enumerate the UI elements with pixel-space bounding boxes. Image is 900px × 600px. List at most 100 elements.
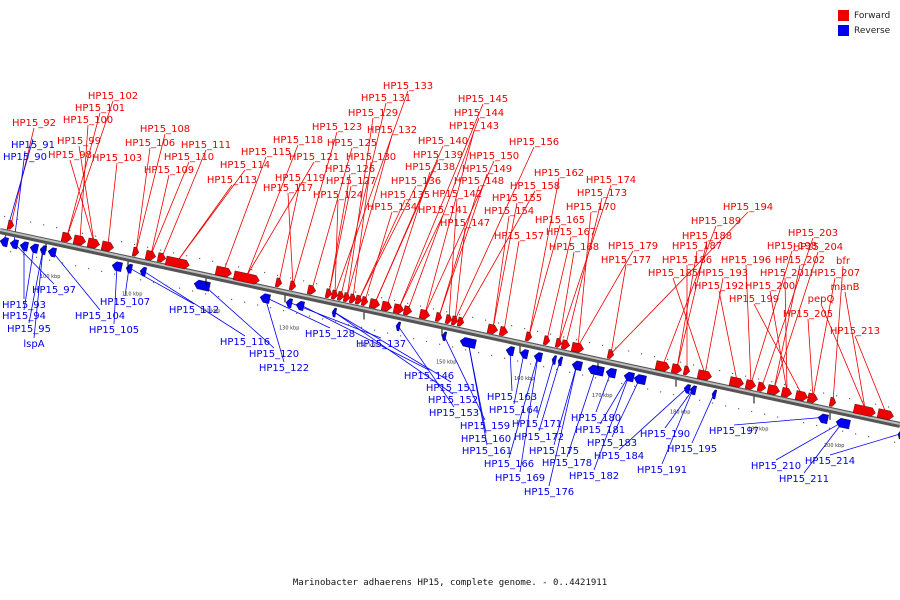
reverse-gene-25 [623, 371, 635, 383]
reverse-leader-26 [519, 355, 539, 473]
minor-dot-bottom [205, 293, 207, 295]
minor-dot-top [394, 299, 396, 302]
reverse-leader-22 [467, 340, 488, 446]
forward-gene-label-27: HP15_132 [367, 125, 417, 136]
reverse-gene-17 [505, 346, 515, 357]
legend-reverse: Reverse [838, 23, 890, 38]
reverse-gene-label-4: HP15_94 [2, 311, 46, 322]
forward-gene-30 [486, 323, 498, 335]
reverse-gene-label-12: HP15_120 [249, 349, 299, 360]
reverse-leader-39 [691, 393, 715, 444]
minor-dot-bottom [283, 310, 285, 312]
minor-dot-top [771, 381, 773, 383]
forward-gene-37 [606, 349, 615, 359]
forward-leader-36 [398, 103, 484, 309]
reverse-gene-label-26: HP15_169 [495, 473, 545, 484]
minor-dot-top [732, 372, 734, 374]
reverse-gene-30 [817, 413, 829, 425]
minor-dot-bottom [790, 419, 792, 421]
minor-dot-bottom [855, 433, 857, 435]
forward-gene-label-35: HP15_141 [418, 205, 468, 216]
forward-leader-69 [773, 251, 819, 389]
forward-gene-44 [756, 381, 767, 392]
forward-leader-14 [223, 156, 267, 271]
minor-dot-top [199, 257, 201, 260]
minor-dot-top [485, 319, 487, 321]
minor-dot-bottom [127, 276, 129, 278]
reverse-leader-1 [13, 150, 26, 244]
reverse-gene-label-1: HP15_90 [3, 152, 47, 163]
reverse-gene-label-16: HP15_146 [404, 371, 454, 382]
reverse-leader-4 [23, 247, 35, 311]
forward-gene-label-2: HP15_101 [75, 103, 125, 114]
forward-gene-label-24: HP15_133 [383, 81, 433, 92]
forward-leader-30 [358, 199, 406, 300]
forward-leader-24 [334, 90, 409, 295]
forward-gene-label-26: HP15_129 [348, 108, 398, 119]
forward-gene-8 [164, 255, 190, 270]
forward-leader-15 [246, 144, 299, 276]
minor-dot-bottom [309, 315, 311, 317]
reverse-leader-24 [513, 352, 525, 405]
forward-gene-label-4: HP15_99 [57, 136, 101, 147]
forward-leader-57 [610, 264, 627, 354]
tick-label-3: 130 kbp [279, 325, 299, 331]
reverse-gene-label-34: HP15_182 [569, 471, 619, 482]
forward-gene-label-56: HP15_179 [608, 241, 658, 252]
forward-leader-75 [807, 318, 814, 398]
reverse-leader-42 [803, 421, 844, 474]
minor-dot-bottom [75, 265, 77, 267]
reverse-gene-label-19: HP15_153 [429, 408, 479, 419]
forward-gene-5 [131, 246, 140, 257]
reverse-leader-31 [566, 368, 597, 458]
minor-dot-top [459, 313, 461, 316]
reverse-gene-label-36: HP15_184 [594, 451, 644, 462]
reverse-leader-11 [142, 270, 246, 337]
forward-gene-label-29: HP15_136 [391, 176, 441, 187]
minor-dot-top [706, 367, 708, 369]
minor-dot-bottom [504, 357, 506, 359]
minor-dot-top [147, 246, 149, 248]
forward-leader-3 [79, 124, 89, 240]
minor-dot-bottom [439, 343, 441, 345]
caption: Marinobacter adhaerens HP15, complete ge… [292, 578, 608, 588]
forward-gene-label-25: HP15_131 [361, 93, 411, 104]
legend-forward-label: Forward [854, 10, 891, 21]
forward-gene-label-5: HP15_98 [48, 150, 92, 161]
forward-gene-label-18: HP15_117 [263, 183, 313, 194]
minor-dot-top [784, 383, 786, 386]
forward-leader-23 [334, 199, 339, 295]
forward-gene-label-59: HP15_189 [691, 216, 741, 227]
minor-dot-bottom [348, 324, 350, 326]
ticks: 100 kbp 110 kbp 120 kbp 130 kbp 140 kbp 150 k… [4, 215, 896, 449]
forward-gene-label-66: HP15_196 [721, 255, 771, 266]
reverse-gene-2 [19, 241, 29, 252]
forward-gene-label-33: HP15_139 [413, 150, 463, 161]
reverse-gene-label-7: HP15_104 [75, 311, 125, 322]
minor-dot-bottom [556, 368, 558, 371]
minor-dot-bottom [413, 338, 415, 340]
forward-gene-label-54: HP15_173 [577, 188, 627, 199]
reverse-gene-19 [533, 352, 543, 363]
minor-dot-bottom [738, 408, 740, 410]
reverse-gene-label-27: HP15_171 [512, 419, 562, 430]
forward-gene-label-43: HP15_147 [440, 218, 490, 229]
reverse-gene-11 [285, 298, 293, 309]
reverse-leader-38 [661, 389, 694, 465]
reverse-leader-35 [611, 377, 641, 438]
forward-leader-29 [358, 185, 417, 300]
reverse-leader-41 [775, 421, 844, 461]
reverse-gene-label-38: HP15_191 [637, 465, 687, 476]
reverse-gene-label-8: HP15_105 [89, 325, 139, 336]
forward-gene-label-17: HP15_119 [275, 173, 325, 184]
minor-dot-top [69, 229, 71, 232]
forward-gene-27 [444, 314, 453, 324]
forward-gene-label-63: HP15_185 [648, 268, 698, 279]
forward-gene-label-31: HP15_134 [367, 202, 417, 213]
reverse-leader-27 [536, 359, 555, 419]
forward-leader-47 [492, 215, 510, 329]
minor-dot-bottom [543, 366, 545, 368]
forward-gene-40 [682, 365, 691, 376]
minor-dot-bottom [621, 382, 623, 385]
forward-gene-15 [330, 289, 339, 300]
